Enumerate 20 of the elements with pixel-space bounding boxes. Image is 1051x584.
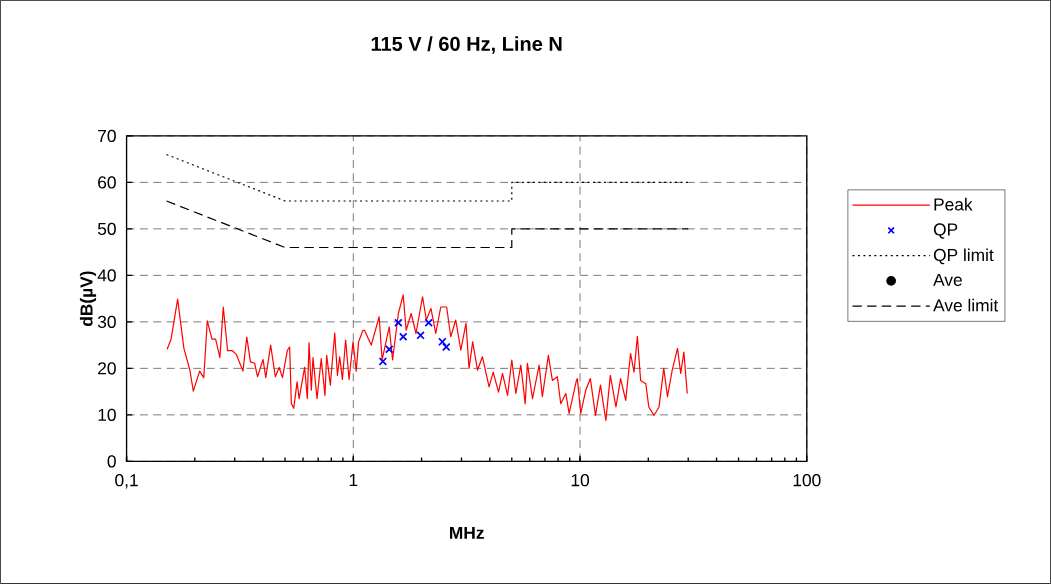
x-tick-label: 100 bbox=[793, 474, 821, 487]
legend-label: QP limit bbox=[933, 248, 994, 265]
y-tick-label: 60 bbox=[98, 176, 116, 189]
y-tick-label: 10 bbox=[98, 408, 116, 422]
x-tick-label: 10 bbox=[571, 474, 590, 487]
x-tick-label: 1 bbox=[349, 474, 358, 487]
y-tick-label: 20 bbox=[98, 362, 116, 375]
legend-label: Ave limit bbox=[933, 298, 999, 312]
x-axis-title: MHz bbox=[450, 526, 484, 539]
legend-label: Ave bbox=[933, 273, 962, 287]
y-tick-label: 70 bbox=[98, 129, 116, 143]
x-tick-label: 0,1 bbox=[115, 474, 138, 489]
y-tick-label: 50 bbox=[97, 222, 116, 236]
legend-label: Peak bbox=[934, 197, 973, 211]
chart-title: 115 V / 60 Hz, Line N bbox=[371, 36, 562, 54]
y-tick-label: 0 bbox=[107, 455, 116, 468]
y-tick-label: 30 bbox=[97, 315, 116, 329]
y-tick-label: 40 bbox=[97, 269, 116, 282]
y-axis-title: dB(µV) bbox=[79, 271, 97, 327]
legend-label: QP bbox=[933, 223, 958, 239]
